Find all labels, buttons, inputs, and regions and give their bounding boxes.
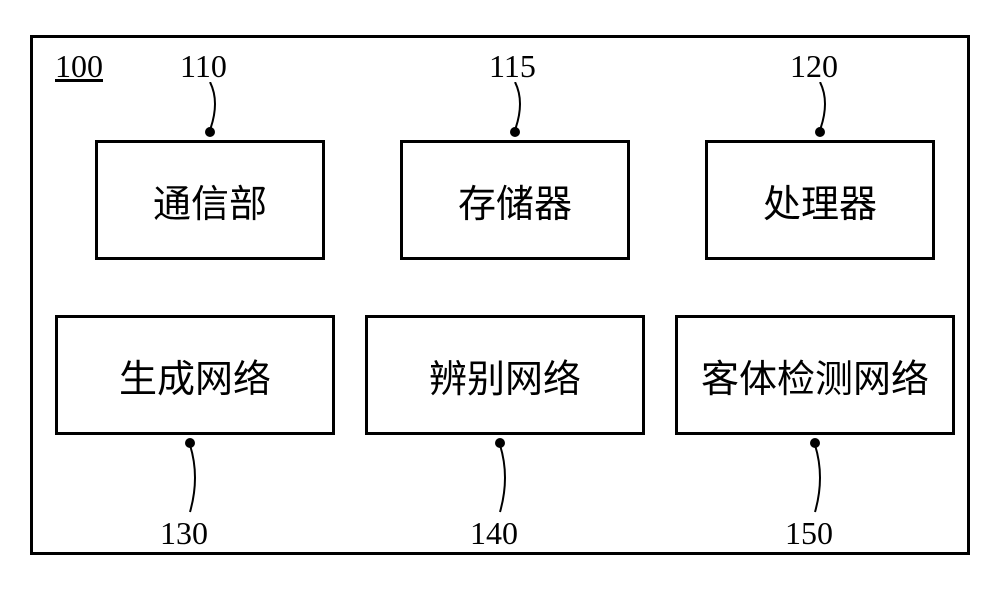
callout-150: 150 — [785, 515, 833, 552]
leader-115 — [500, 82, 530, 140]
callout-140: 140 — [470, 515, 518, 552]
block-processor-label: 处理器 — [763, 173, 877, 228]
block-gen-network-label: 生成网络 — [119, 348, 271, 403]
callout-115: 115 — [489, 48, 536, 85]
block-memory-label: 存储器 — [458, 173, 572, 228]
leader-140 — [485, 437, 515, 515]
block-memory: 存储器 — [400, 140, 630, 260]
callout-130: 130 — [160, 515, 208, 552]
block-communication-label: 通信部 — [153, 173, 267, 228]
block-processor: 处理器 — [705, 140, 935, 260]
block-obj-det-network-label: 客体检测网络 — [701, 348, 929, 403]
block-obj-det-network: 客体检测网络 — [675, 315, 955, 435]
system-reference-label: 100 — [55, 48, 103, 85]
block-communication: 通信部 — [95, 140, 325, 260]
leader-120 — [805, 82, 835, 140]
callout-110: 110 — [180, 48, 227, 85]
callout-120: 120 — [790, 48, 838, 85]
block-disc-network: 辨别网络 — [365, 315, 645, 435]
leader-110 — [195, 82, 225, 140]
block-disc-network-label: 辨别网络 — [429, 348, 581, 403]
leader-130 — [175, 437, 205, 515]
leader-150 — [800, 437, 830, 515]
block-gen-network: 生成网络 — [55, 315, 335, 435]
